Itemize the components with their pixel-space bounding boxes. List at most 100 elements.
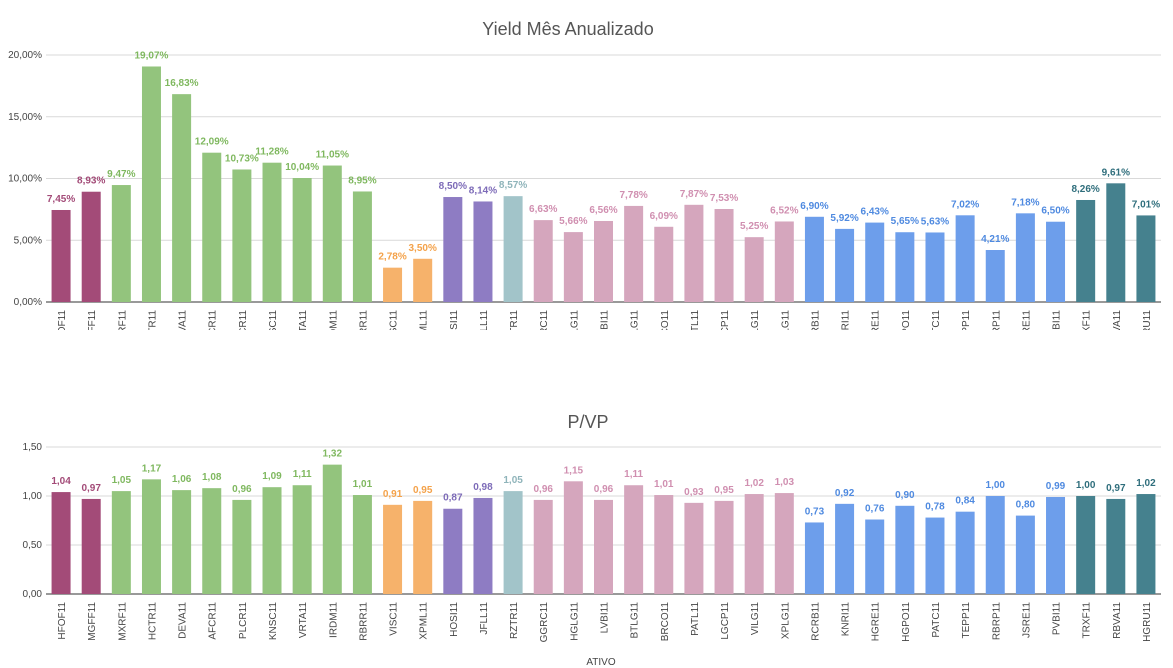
yield-bar — [81, 191, 101, 302]
yield-bar — [172, 94, 192, 302]
yield-bar — [925, 232, 945, 302]
yield-data-label: 8,95% — [348, 175, 376, 186]
yield-bar — [654, 226, 674, 302]
yield-bar — [774, 221, 794, 302]
yield-data-label: 2,78% — [378, 252, 406, 263]
pvp-data-label: 0,96 — [594, 484, 614, 495]
yield-data-label: 3,50% — [409, 243, 437, 254]
yield-data-label: 7,18% — [1011, 197, 1039, 208]
pvp-bar — [955, 511, 975, 594]
pvp-bar — [1136, 494, 1156, 594]
yield-category-label: KNRI11 — [841, 310, 852, 330]
pvp-category-label: VRTA11 — [298, 602, 309, 639]
pvp-data-label: 1,01 — [654, 479, 674, 490]
pvp-bar — [774, 493, 794, 594]
yield-data-label: 6,90% — [800, 201, 828, 212]
yield-category-label: GGRC11 — [539, 310, 550, 330]
yield-category-label: DEVA11 — [178, 310, 189, 330]
yield-data-label: 8,26% — [1071, 184, 1099, 195]
pvp-data-label: 1,05 — [503, 475, 523, 486]
yield-category-label: RZTR11 — [509, 310, 520, 330]
pvp-bar — [684, 502, 704, 594]
pvp-bar — [804, 522, 824, 594]
pvp-bar — [533, 499, 553, 594]
yield-category-label: HOSI11 — [449, 310, 460, 330]
yield-bar — [895, 232, 915, 302]
pvp-y-tick-label: 0,00 — [23, 589, 43, 600]
pvp-bar — [292, 485, 312, 594]
pvp-bar — [594, 499, 613, 594]
pvp-data-label: 0,97 — [1106, 483, 1126, 494]
yield-bar — [1076, 199, 1096, 302]
yield-data-label: 16,83% — [165, 78, 199, 89]
pvp-bar — [503, 491, 523, 594]
pvp-chart-title: P/VP — [567, 412, 608, 432]
pvp-bar — [1015, 515, 1035, 594]
yield-y-ticks: 0,00% 5,00% 10,00% 15,00% 20,00% — [8, 50, 42, 308]
pvp-category-label: XPLG11 — [780, 602, 791, 639]
yield-y-tick-label: 10,00% — [8, 174, 42, 185]
pvp-category-label: KNRI11 — [841, 602, 852, 637]
yield-category-label: JSRE11 — [1021, 310, 1032, 330]
yield-category-label: TRXF11 — [1082, 310, 1093, 330]
pvp-data-label: 1,01 — [353, 479, 373, 490]
yield-category-label: HCTR11 — [147, 310, 158, 330]
yield-bar — [1136, 215, 1156, 302]
yield-bar — [624, 205, 644, 302]
pvp-category-label: MGFF11 — [87, 602, 98, 641]
yield-bar — [985, 250, 1005, 302]
pvp-data-label: 1,00 — [986, 480, 1006, 491]
yield-data-label: 10,73% — [225, 153, 259, 164]
yield-category-label: MXRF11 — [117, 310, 128, 330]
pvp-data-label: 0,80 — [1016, 500, 1036, 511]
yield-bar — [202, 152, 222, 302]
pvp-y-tick-label: 0,50 — [23, 540, 43, 551]
yield-category-label: XPLG11 — [780, 310, 791, 330]
pvp-bar — [262, 487, 282, 594]
pvp-data-label: 1,06 — [172, 474, 192, 485]
yield-category-label: VILG11 — [750, 310, 761, 330]
pvp-category-label: TRXF11 — [1082, 602, 1093, 639]
yield-category-label: JFLL11 — [479, 310, 490, 330]
yield-category-label: VISC11 — [389, 310, 400, 330]
yield-bar — [232, 169, 252, 302]
pvp-data-label: 0,99 — [1046, 481, 1066, 492]
yield-category-label: RCRB11 — [810, 310, 821, 330]
pvp-data-label: 1,15 — [564, 465, 584, 476]
pvp-data-label: 0,76 — [865, 504, 885, 515]
yield-category-label: AFCR11 — [208, 310, 219, 330]
yield-bar — [503, 196, 523, 302]
yield-chart-title: Yield Mês Anualizado — [482, 19, 653, 39]
yield-bar — [714, 209, 734, 302]
yield-category-label: HGLG11 — [569, 310, 580, 330]
pvp-bar — [985, 496, 1005, 594]
pvp-bar — [141, 479, 161, 594]
yield-category-label: TEPP11 — [961, 310, 972, 330]
pvp-category-label: AFCR11 — [208, 602, 219, 640]
yield-bar — [563, 232, 583, 302]
pvp-data-label: 1,02 — [1136, 478, 1156, 489]
pvp-data-label: 0,96 — [232, 484, 252, 495]
pvp-bar — [443, 508, 463, 594]
yield-category-label: XPML11 — [419, 310, 430, 330]
yield-data-labels: 7,45%8,93%9,47%19,07%16,83%12,09%10,73%1… — [47, 50, 1160, 262]
yield-data-label: 5,25% — [740, 221, 768, 232]
pvp-category-label: HGRE11 — [871, 602, 882, 642]
pvp-bar — [925, 517, 945, 594]
pvp-category-label: PLCR11 — [238, 602, 249, 639]
pvp-data-label: 0,73 — [805, 506, 825, 517]
pvp-bar — [383, 504, 403, 594]
pvp-category-label: HGLG11 — [569, 602, 580, 641]
pvp-category-label: TEPP11 — [961, 602, 972, 639]
pvp-category-label: RBRP11 — [991, 602, 1002, 641]
pvp-category-label: RBRR11 — [358, 602, 369, 641]
pvp-bar — [232, 499, 252, 594]
yield-category-label: HGRE11 — [871, 310, 882, 330]
pvp-data-labels: 1,04 0,97 1,05 1,17 1,06 1,08 0,96 1,09 1,11 1,32… — [51, 449, 1156, 518]
pvp-data-label: 1,00 — [1076, 480, 1096, 491]
pvp-data-label: 1,11 — [293, 469, 312, 480]
pvp-category-label: HCTR11 — [147, 602, 158, 641]
pvp-bar — [81, 498, 101, 594]
pvp-bar — [1106, 498, 1126, 594]
yield-data-label: 6,63% — [529, 204, 557, 215]
